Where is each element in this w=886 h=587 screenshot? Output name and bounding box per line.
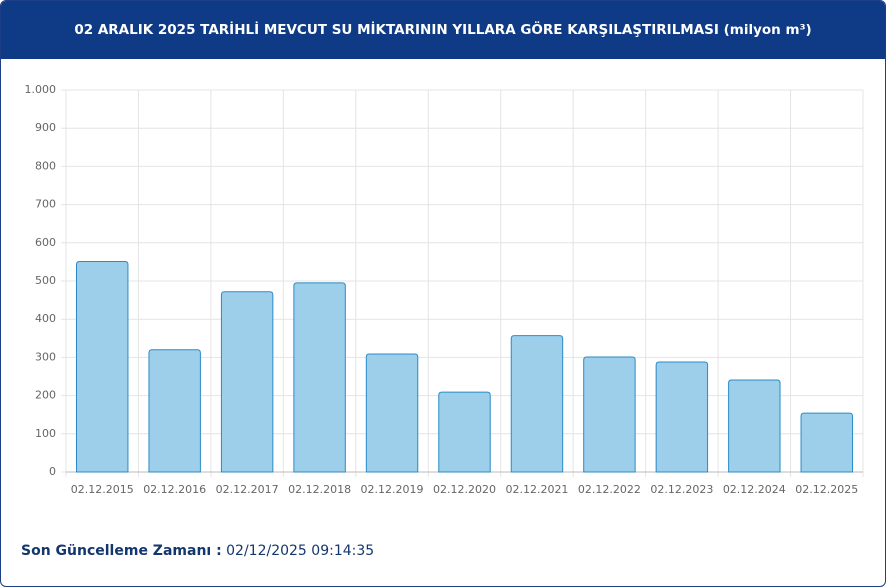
bar — [148, 349, 201, 473]
chart: 0 100 200 300 400 500 600 700 800 900 1.000 02.12.2… — [25, 83, 864, 496]
y-tick-label: 700 — [35, 198, 56, 211]
x-tick-label: 02.12.2019 — [361, 483, 424, 496]
y-tick-label: 400 — [35, 312, 56, 325]
x-tick-label: 02.12.2020 — [433, 483, 496, 496]
bar — [800, 412, 853, 473]
y-tick-label: 0 — [49, 465, 56, 478]
bar — [583, 356, 636, 473]
x-tick-label: 02.12.2023 — [650, 483, 713, 496]
x-tick-label: 02.12.2017 — [216, 483, 279, 496]
y-tick-label: 1.000 — [25, 83, 57, 96]
x-tick-label: 02.12.2016 — [143, 483, 206, 496]
y-tick-label: 500 — [35, 274, 56, 287]
update-time: 02/12/2025 09:14:35 — [226, 543, 375, 559]
x-tick-label: 02.12.2015 — [71, 483, 134, 496]
bar — [76, 261, 129, 473]
chart-title: 02 ARALIK 2025 TARİHLİ MEVCUT SU MİKTARI… — [74, 22, 812, 38]
y-tick-label: 100 — [35, 427, 56, 440]
y-tick-label: 800 — [35, 159, 56, 172]
x-tick-label: 02.12.2021 — [505, 483, 568, 496]
header: 02 ARALIK 2025 TARİHLİ MEVCUT SU MİKTARI… — [1, 1, 885, 59]
x-tick-label: 02.12.2018 — [288, 483, 351, 496]
update-label: Son Güncelleme Zamanı : — [21, 543, 222, 559]
y-tick-label: 900 — [35, 121, 56, 134]
bar — [220, 291, 274, 473]
bar — [510, 335, 564, 473]
y-tick-label: 600 — [35, 236, 56, 249]
bar — [293, 282, 346, 473]
x-tick-label: 02.12.2025 — [795, 483, 858, 496]
bar — [365, 353, 419, 473]
bar — [655, 361, 709, 473]
footer: Son Güncelleme Zamanı : 02/12/2025 09:14… — [21, 543, 374, 559]
x-tick-label: 02.12.2024 — [723, 483, 786, 496]
x-tick-label: 02.12.2022 — [578, 483, 641, 496]
bar — [728, 379, 781, 473]
y-tick-label: 300 — [35, 350, 56, 363]
bar — [438, 391, 491, 473]
y-tick-label: 200 — [35, 389, 56, 402]
